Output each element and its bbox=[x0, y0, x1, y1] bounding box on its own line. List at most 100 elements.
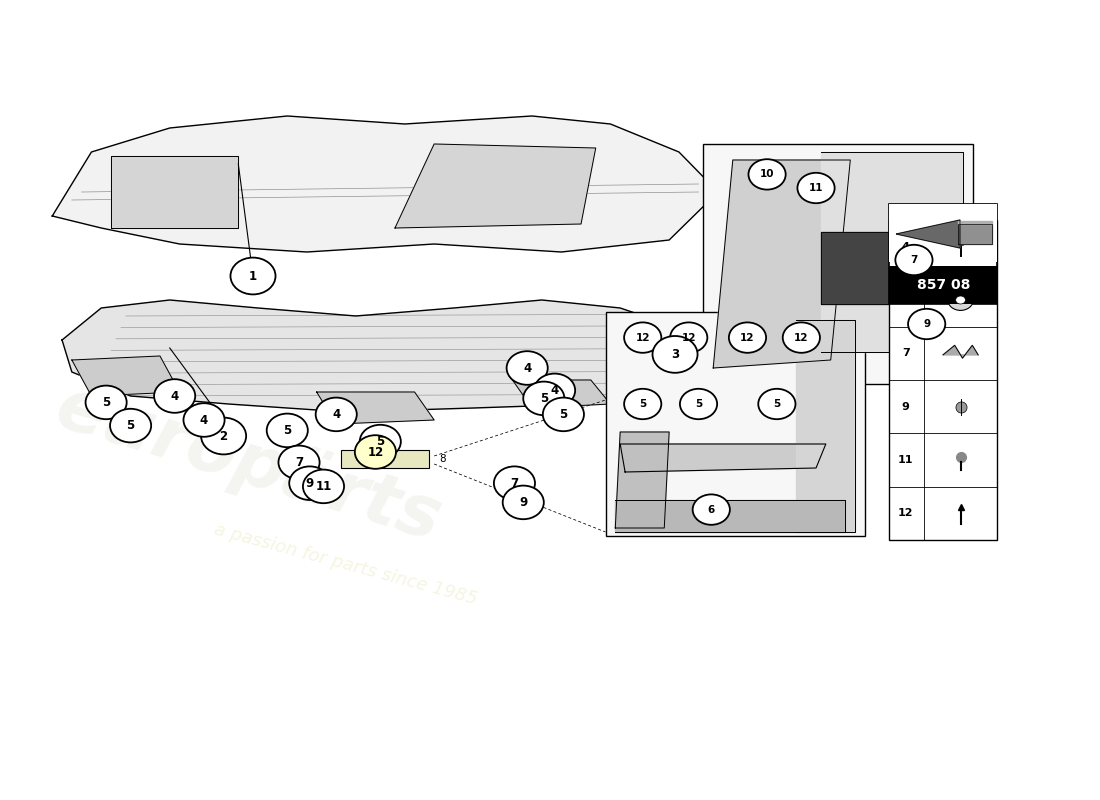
Text: 5: 5 bbox=[283, 424, 292, 437]
Text: 9: 9 bbox=[519, 496, 527, 509]
Polygon shape bbox=[395, 144, 596, 228]
Text: 2: 2 bbox=[220, 430, 228, 442]
Bar bbox=[890, 204, 998, 304]
Text: 9: 9 bbox=[923, 319, 931, 329]
Circle shape bbox=[316, 398, 356, 431]
Circle shape bbox=[948, 290, 974, 310]
Circle shape bbox=[895, 245, 933, 275]
Text: 1: 1 bbox=[249, 270, 257, 282]
Text: 5: 5 bbox=[639, 399, 647, 409]
Circle shape bbox=[909, 309, 945, 339]
Text: 5: 5 bbox=[773, 399, 781, 409]
Circle shape bbox=[184, 403, 224, 437]
Circle shape bbox=[624, 322, 661, 353]
Bar bbox=[890, 220, 998, 540]
Circle shape bbox=[729, 322, 766, 353]
Circle shape bbox=[956, 296, 966, 304]
Text: 12: 12 bbox=[740, 333, 755, 342]
Circle shape bbox=[670, 322, 707, 353]
Text: 12: 12 bbox=[682, 333, 696, 342]
Text: a passion for parts since 1985: a passion for parts since 1985 bbox=[212, 520, 480, 608]
Circle shape bbox=[524, 382, 564, 415]
Text: europärts: europärts bbox=[47, 372, 449, 556]
Bar bbox=[890, 266, 998, 304]
Text: 3: 3 bbox=[671, 348, 679, 361]
Text: 5: 5 bbox=[126, 419, 134, 432]
Polygon shape bbox=[958, 221, 992, 224]
Polygon shape bbox=[513, 380, 610, 408]
Text: 11: 11 bbox=[316, 480, 331, 493]
Text: 5: 5 bbox=[102, 396, 110, 409]
Polygon shape bbox=[111, 156, 239, 228]
Polygon shape bbox=[72, 356, 179, 396]
Polygon shape bbox=[713, 160, 850, 368]
Circle shape bbox=[266, 414, 308, 447]
Circle shape bbox=[289, 466, 330, 500]
Polygon shape bbox=[821, 152, 962, 352]
Circle shape bbox=[534, 374, 575, 407]
Circle shape bbox=[503, 486, 543, 519]
Text: 5: 5 bbox=[902, 295, 910, 305]
Text: 5: 5 bbox=[376, 435, 384, 448]
Bar bbox=[703, 144, 972, 384]
Circle shape bbox=[748, 159, 785, 190]
Bar bbox=[890, 204, 998, 262]
Polygon shape bbox=[317, 392, 434, 424]
Circle shape bbox=[110, 409, 151, 442]
Text: 4: 4 bbox=[200, 414, 208, 426]
Circle shape bbox=[278, 446, 320, 479]
Text: 12: 12 bbox=[367, 446, 384, 458]
Polygon shape bbox=[943, 346, 978, 358]
Circle shape bbox=[302, 470, 344, 503]
Text: 11: 11 bbox=[808, 183, 823, 193]
Circle shape bbox=[507, 351, 548, 385]
Circle shape bbox=[494, 466, 535, 500]
Text: 4: 4 bbox=[522, 362, 531, 374]
Circle shape bbox=[201, 418, 246, 454]
Text: 7: 7 bbox=[902, 348, 910, 358]
Text: 7: 7 bbox=[911, 255, 917, 265]
Polygon shape bbox=[796, 320, 855, 532]
Circle shape bbox=[86, 386, 126, 419]
Circle shape bbox=[231, 258, 275, 294]
Circle shape bbox=[798, 173, 835, 203]
Circle shape bbox=[758, 389, 795, 419]
Circle shape bbox=[360, 425, 400, 458]
Circle shape bbox=[693, 494, 730, 525]
Text: 12: 12 bbox=[794, 333, 808, 342]
Text: 4: 4 bbox=[550, 384, 559, 397]
Text: 5: 5 bbox=[559, 408, 568, 421]
Text: 7: 7 bbox=[295, 456, 304, 469]
Polygon shape bbox=[896, 220, 960, 248]
Text: 12: 12 bbox=[898, 508, 913, 518]
Polygon shape bbox=[53, 116, 718, 252]
Text: 4: 4 bbox=[170, 390, 179, 402]
Polygon shape bbox=[821, 232, 918, 304]
Text: 11: 11 bbox=[898, 455, 913, 465]
Polygon shape bbox=[958, 224, 992, 244]
Text: 5: 5 bbox=[540, 392, 548, 405]
Text: 12: 12 bbox=[636, 333, 650, 342]
Text: 9: 9 bbox=[902, 402, 910, 412]
Text: 10: 10 bbox=[760, 170, 774, 179]
Circle shape bbox=[624, 389, 661, 419]
Text: 8: 8 bbox=[439, 454, 446, 464]
Circle shape bbox=[542, 398, 584, 431]
Text: 7: 7 bbox=[510, 477, 518, 490]
Text: 4: 4 bbox=[332, 408, 340, 421]
Circle shape bbox=[680, 389, 717, 419]
Circle shape bbox=[783, 322, 820, 353]
Circle shape bbox=[154, 379, 195, 413]
Polygon shape bbox=[615, 500, 846, 532]
Circle shape bbox=[652, 336, 697, 373]
Text: 5: 5 bbox=[695, 399, 702, 409]
Circle shape bbox=[355, 435, 396, 469]
Text: 857 08: 857 08 bbox=[916, 278, 970, 292]
Bar bbox=[605, 312, 865, 536]
Text: 4: 4 bbox=[902, 242, 910, 252]
Text: 6: 6 bbox=[707, 505, 715, 514]
Polygon shape bbox=[62, 300, 718, 412]
Text: 9: 9 bbox=[306, 477, 313, 490]
Bar bbox=[341, 450, 429, 468]
Polygon shape bbox=[615, 432, 669, 528]
